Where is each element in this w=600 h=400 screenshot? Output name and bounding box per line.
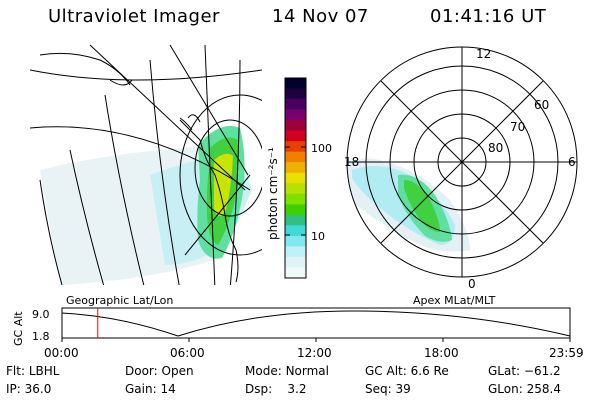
color-bar-segment (285, 88, 306, 100)
left-map-label: Geographic Lat/Lon (66, 294, 173, 307)
coastline-north (39, 52, 133, 86)
color-bar-segment (285, 120, 306, 132)
color-bar-segment (285, 162, 306, 174)
filter-value: LBHL (28, 364, 60, 378)
info-mode: Mode: Normal (245, 364, 329, 378)
dsp-value: 3.2 (287, 382, 307, 396)
dsp-label: Dsp: (245, 382, 273, 396)
meridian-lines (39, 44, 249, 285)
door-label: Door: (125, 364, 158, 378)
glat-value: −61.2 (523, 364, 561, 378)
filter-label: Flt: (6, 364, 25, 378)
colorbar-tick-10: 10 (311, 230, 325, 243)
time-title: 01:41:16 UT (430, 6, 547, 27)
colorbar-label: photon cm⁻²s⁻¹ (266, 147, 280, 240)
gcalt-value: 6.6 Re (410, 364, 449, 378)
color-bar-segment (285, 256, 306, 268)
colorbar-tick-100: 100 (311, 142, 332, 155)
color-bar-segment (285, 267, 306, 279)
auroral-oval-peak (214, 153, 233, 216)
x-tick-0000: 00:00 (44, 346, 79, 360)
info-seq: Seq: 39 (365, 382, 411, 396)
info-gcalt: GC Alt: 6.6 Re (365, 364, 449, 378)
color-bar-segment (285, 99, 306, 111)
color-bar-frame (284, 77, 307, 279)
polar-plot: 12 18 6 0 60 70 80 (344, 46, 578, 291)
polar-oval-core (404, 180, 440, 232)
mlt-label-12: 12 (476, 47, 491, 61)
color-bar-segment (285, 141, 306, 153)
color-bar-segment (285, 246, 306, 258)
gain-value: 14 (160, 382, 176, 396)
lat-label-80: 80 (488, 141, 503, 155)
color-bar (285, 78, 306, 279)
seq-value: 39 (395, 382, 411, 396)
info-dsp: Dsp: 3.2 (245, 382, 307, 396)
info-glat: GLat: −61.2 (488, 364, 561, 378)
seq-label: Seq: (365, 382, 392, 396)
info-ip: IP: 36.0 (6, 382, 51, 396)
date-title: 14 Nov 07 (272, 6, 369, 27)
color-bar-segment (285, 183, 306, 195)
mode-label: Mode: (245, 364, 282, 378)
info-door: Door: Open (125, 364, 194, 378)
mode-value: Normal (285, 364, 329, 378)
door-value: Open (161, 364, 194, 378)
altitude-plot: GC Alt 9.0 1.8 00:00 06:00 12:00 18:00 2… (12, 307, 584, 360)
color-bar-segment (285, 214, 306, 226)
glon-value: 258.4 (526, 382, 561, 396)
altitude-x-ticks (61, 338, 571, 342)
altitude-curve (61, 310, 571, 337)
x-tick-0600: 06:00 (170, 346, 205, 360)
color-bar-segment (285, 225, 306, 237)
x-tick-2359: 23:59 (549, 346, 584, 360)
x-tick-1800: 18:00 (424, 346, 459, 360)
coastline-east (179, 119, 239, 283)
mlt-label-0: 0 (468, 277, 476, 291)
color-bar-segment (285, 130, 306, 142)
ip-value: 36.0 (24, 382, 52, 396)
gcalt-label: GC Alt: (365, 364, 407, 378)
altitude-frame (61, 307, 571, 339)
altitude-ytick-1-8: 1.8 (32, 330, 50, 343)
info-filter: Flt: LBHL (6, 364, 59, 378)
altitude-ytick-9: 9.0 (32, 308, 50, 321)
polar-diag-2 (380, 80, 544, 244)
latitude-lines (30, 69, 262, 256)
lat-label-60: 60 (534, 98, 549, 112)
mlt-label-6: 6 (568, 155, 576, 169)
right-map-label: Apex MLat/MLT (413, 294, 496, 307)
x-tick-1200: 12:00 (297, 346, 332, 360)
color-bar-segment (285, 235, 306, 247)
mlt-label-18: 18 (344, 155, 359, 169)
glon-label: GLon: (488, 382, 523, 396)
color-bar-segment (285, 172, 306, 184)
geographic-map (30, 44, 262, 285)
gain-label: Gain: (125, 382, 157, 396)
color-bar-segment (285, 109, 306, 121)
glat-label: GLat: (488, 364, 521, 378)
ip-label: IP: (6, 382, 21, 396)
color-bar-segment (285, 193, 306, 205)
color-bar-segment (285, 151, 306, 163)
instrument-title: Ultraviolet Imager (48, 6, 220, 27)
info-gain: Gain: 14 (125, 382, 176, 396)
info-glon: GLon: 258.4 (488, 382, 561, 396)
altitude-ylabel: GC Alt (12, 311, 25, 346)
color-bar-segment (285, 78, 306, 90)
color-bar-segment (285, 204, 306, 216)
lat-label-70: 70 (510, 120, 525, 134)
